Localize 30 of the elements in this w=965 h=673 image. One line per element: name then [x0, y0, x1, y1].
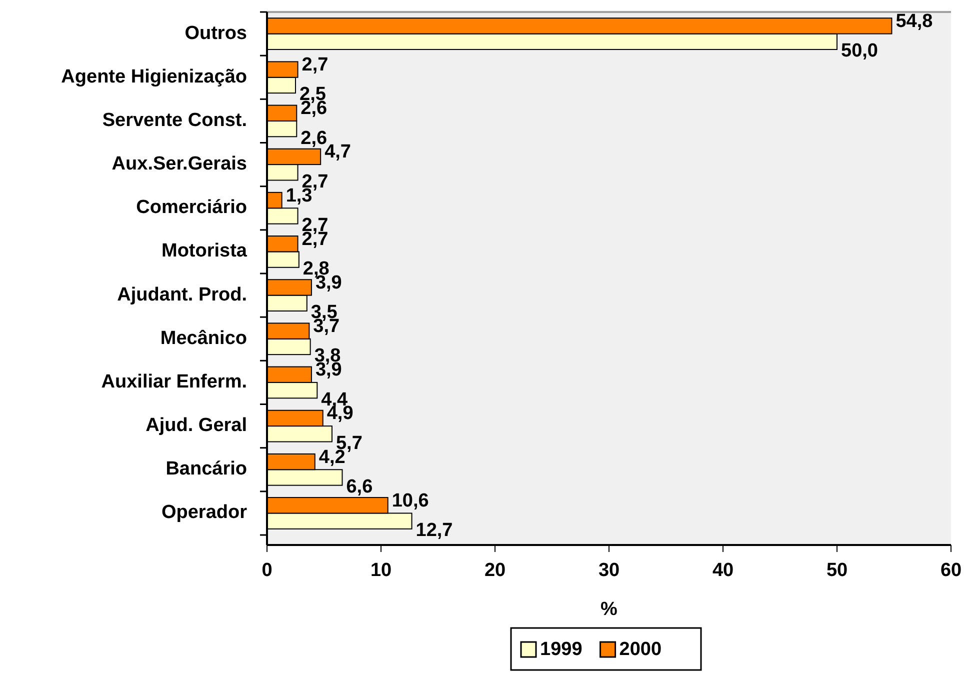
y-tick-label: Aux.Ser.Gerais [112, 154, 247, 175]
legend-label: 2000 [619, 639, 662, 660]
x-tick-label: 10 [370, 560, 392, 581]
y-tick-label: Outros [184, 22, 247, 44]
data-label: 6,6 [346, 476, 373, 498]
y-tick-label: Mecânico [160, 328, 247, 349]
x-axis-title: % [600, 599, 618, 620]
data-label: 2,6 [300, 128, 328, 149]
y-tick-label: Motorista [162, 240, 248, 262]
data-label: 12,7 [416, 520, 453, 542]
y-tick-label: Operador [161, 502, 248, 524]
y-tick-label: Servente Const. [102, 110, 247, 131]
x-tick-label: 0 [262, 560, 272, 581]
x-tick-label: 40 [712, 560, 734, 581]
y-tick-label: Auxiliar Enferm. [101, 371, 247, 392]
data-label: 2,7 [302, 54, 328, 76]
y-tick-label: Ajud. Geral [146, 415, 247, 436]
y-tick-label: Agente Higienização [61, 66, 247, 88]
legend-label: 1999 [540, 639, 582, 660]
y-tick-label: Bancário [166, 458, 247, 480]
y-tick-label: Comerciário [136, 197, 247, 218]
x-tick-label: 50 [826, 560, 848, 581]
x-tick-label: 30 [598, 560, 620, 581]
x-tick-label: 60 [940, 560, 962, 581]
data-label: 54,8 [896, 10, 933, 32]
data-label: 50,0 [841, 40, 878, 62]
data-label: 4,7 [324, 142, 351, 163]
x-tick-label: 20 [484, 560, 506, 581]
data-label: 10,6 [392, 490, 429, 512]
y-tick-label: Ajudant. Prod. [117, 284, 247, 306]
